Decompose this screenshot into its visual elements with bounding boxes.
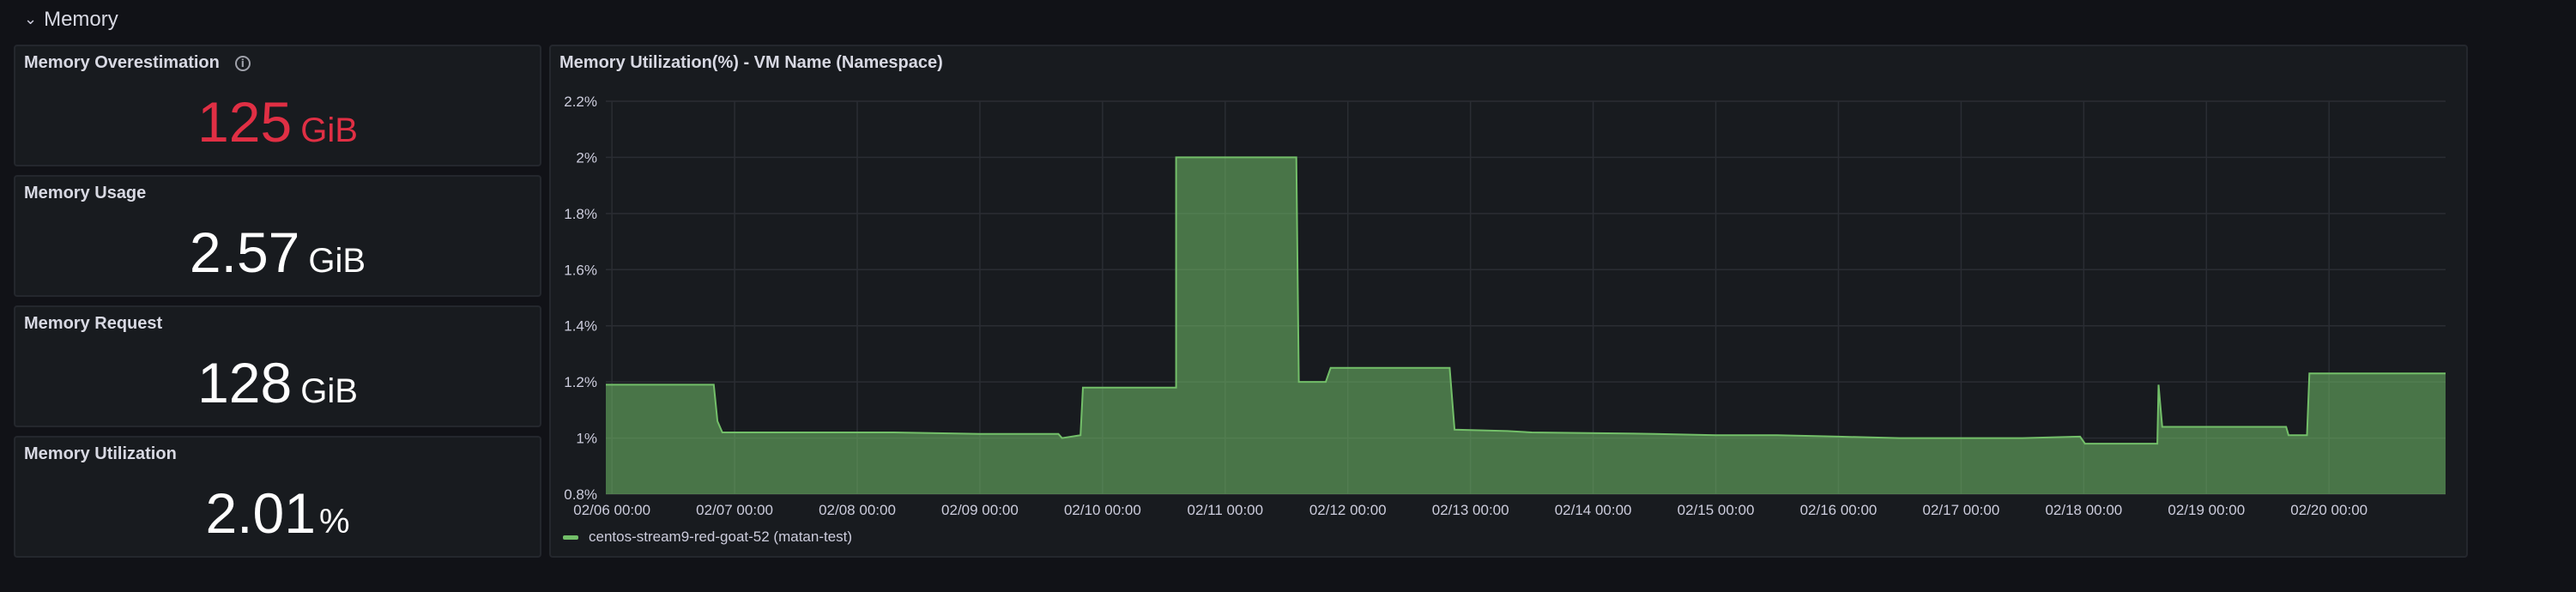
panel-title: Memory Utilization(%) - VM Name (Namespa… bbox=[559, 53, 943, 73]
stat-panel-memory-usage[interactable]: Memory Usage 2.57 GiB bbox=[14, 175, 541, 297]
stat-panel-memory-request[interactable]: Memory Request 128 GiB bbox=[14, 305, 541, 427]
panel-title-text: Memory Utilization bbox=[24, 444, 177, 463]
y-tick-label: 2% bbox=[576, 149, 597, 166]
stat-value: 125 GiB bbox=[15, 89, 540, 154]
y-tick-label: 1.8% bbox=[564, 206, 597, 222]
y-tick-label: 1.4% bbox=[564, 318, 597, 335]
stat-number: 2.01 bbox=[205, 481, 316, 545]
y-tick-label: 2.2% bbox=[564, 94, 597, 110]
panel-title-text: Memory Overestimation bbox=[24, 53, 220, 72]
chevron-down-icon: ⌄ bbox=[24, 9, 38, 27]
y-tick-label: 1.6% bbox=[564, 262, 597, 278]
panel-title: Memory Utilization bbox=[24, 444, 177, 464]
stat-unit: GiB bbox=[308, 242, 366, 280]
x-tick-label: 02/18 00:00 bbox=[2045, 502, 2122, 518]
legend-swatch bbox=[563, 535, 578, 540]
stat-value: 2.57 GiB bbox=[15, 220, 540, 285]
y-tick-label: 0.8% bbox=[564, 486, 597, 503]
chart-plot[interactable]: 0.8% 1% 1.2% 1.4% 1.6% 1.8% 2% 2.2% 02/06 00:00 0… bbox=[551, 46, 2466, 556]
x-tick-label: 02/07 00:00 bbox=[696, 502, 773, 518]
panel-title-text: Memory Usage bbox=[24, 184, 147, 202]
legend-label: centos-stream9-red-goat-52 (matan-test) bbox=[589, 529, 853, 545]
x-tick-label: 02/13 00:00 bbox=[1432, 502, 1509, 518]
series-line bbox=[606, 156, 2446, 445]
x-tick-label: 02/12 00:00 bbox=[1309, 502, 1387, 518]
x-tick-label: 02/14 00:00 bbox=[1555, 502, 1632, 518]
stat-unit: GiB bbox=[300, 372, 358, 410]
timeseries-panel-memory-utilization[interactable]: Memory Utilization(%) - VM Name (Namespa… bbox=[549, 45, 2468, 558]
x-tick-label: 02/15 00:00 bbox=[1678, 502, 1755, 518]
stat-panel-memory-overestimation[interactable]: Memory Overestimation i 125 GiB bbox=[14, 45, 541, 166]
x-tick-label: 02/10 00:00 bbox=[1064, 502, 1141, 518]
stat-value: 2.01% bbox=[15, 480, 540, 546]
panel-title: Memory Request bbox=[24, 314, 162, 334]
x-tick-label: 02/20 00:00 bbox=[2290, 502, 2367, 518]
row-header-memory[interactable]: ⌄ Memory bbox=[24, 5, 118, 34]
series-area bbox=[606, 157, 2446, 494]
panel-title: Memory Overestimation i bbox=[24, 53, 251, 73]
panel-title-text: Memory Utilization(%) - VM Name (Namespa… bbox=[559, 53, 943, 72]
stat-unit: GiB bbox=[300, 112, 358, 149]
x-tick-label: 02/08 00:00 bbox=[819, 502, 896, 518]
stat-number: 125 bbox=[197, 90, 293, 154]
x-tick-label: 02/17 00:00 bbox=[1923, 502, 2000, 518]
x-tick-label: 02/09 00:00 bbox=[941, 502, 1019, 518]
y-tick-label: 1% bbox=[576, 431, 597, 447]
panel-title: Memory Usage bbox=[24, 184, 146, 203]
stat-number: 128 bbox=[197, 351, 293, 414]
stat-number: 2.57 bbox=[189, 220, 300, 284]
x-tick-label: 02/11 00:00 bbox=[1188, 502, 1264, 518]
legend-item[interactable]: centos-stream9-red-goat-52 (matan-test) bbox=[563, 529, 852, 546]
stat-unit: % bbox=[318, 503, 350, 541]
stat-value: 128 GiB bbox=[15, 350, 540, 415]
y-tick-label: 1.2% bbox=[564, 374, 597, 390]
row-title: Memory bbox=[44, 8, 118, 31]
x-tick-label: 02/19 00:00 bbox=[2168, 502, 2245, 518]
stat-panel-memory-utilization[interactable]: Memory Utilization 2.01% bbox=[14, 436, 541, 558]
panel-title-text: Memory Request bbox=[24, 314, 163, 333]
info-icon[interactable]: i bbox=[234, 55, 251, 71]
x-tick-label: 02/16 00:00 bbox=[1800, 502, 1878, 518]
x-tick-label: 02/06 00:00 bbox=[573, 502, 650, 518]
